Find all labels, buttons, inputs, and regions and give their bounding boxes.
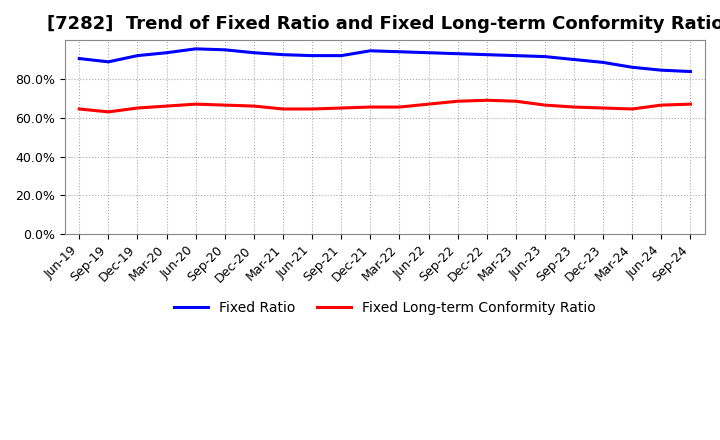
Fixed Ratio — [686, 69, 695, 74]
Fixed Ratio — [307, 53, 316, 58]
Fixed Long-term Conformity Ratio — [482, 98, 491, 103]
Fixed Long-term Conformity Ratio — [366, 104, 374, 110]
Fixed Long-term Conformity Ratio — [279, 106, 287, 112]
Fixed Long-term Conformity Ratio — [454, 99, 462, 104]
Fixed Ratio — [599, 60, 608, 65]
Fixed Ratio — [279, 52, 287, 57]
Legend: Fixed Ratio, Fixed Long-term Conformity Ratio: Fixed Ratio, Fixed Long-term Conformity … — [168, 295, 602, 320]
Fixed Ratio — [250, 50, 258, 55]
Fixed Long-term Conformity Ratio — [424, 102, 433, 107]
Fixed Ratio — [104, 59, 113, 65]
Line: Fixed Ratio: Fixed Ratio — [79, 49, 690, 72]
Fixed Long-term Conformity Ratio — [75, 106, 84, 112]
Fixed Ratio — [133, 53, 142, 58]
Fixed Long-term Conformity Ratio — [511, 99, 520, 104]
Fixed Ratio — [337, 53, 346, 58]
Fixed Ratio — [511, 53, 520, 58]
Fixed Long-term Conformity Ratio — [541, 103, 549, 108]
Fixed Ratio — [482, 52, 491, 57]
Fixed Ratio — [657, 68, 666, 73]
Fixed Ratio — [570, 57, 578, 62]
Fixed Ratio — [220, 47, 229, 52]
Fixed Long-term Conformity Ratio — [570, 104, 578, 110]
Fixed Long-term Conformity Ratio — [220, 103, 229, 108]
Fixed Long-term Conformity Ratio — [337, 105, 346, 110]
Fixed Long-term Conformity Ratio — [686, 102, 695, 107]
Fixed Long-term Conformity Ratio — [628, 106, 636, 112]
Title: [7282]  Trend of Fixed Ratio and Fixed Long-term Conformity Ratio: [7282] Trend of Fixed Ratio and Fixed Lo… — [47, 15, 720, 33]
Fixed Long-term Conformity Ratio — [162, 103, 171, 109]
Fixed Ratio — [395, 49, 404, 55]
Fixed Ratio — [75, 56, 84, 61]
Fixed Ratio — [628, 65, 636, 70]
Fixed Ratio — [454, 51, 462, 56]
Fixed Long-term Conformity Ratio — [133, 105, 142, 110]
Fixed Long-term Conformity Ratio — [657, 103, 666, 108]
Line: Fixed Long-term Conformity Ratio: Fixed Long-term Conformity Ratio — [79, 100, 690, 112]
Fixed Long-term Conformity Ratio — [250, 103, 258, 109]
Fixed Long-term Conformity Ratio — [395, 104, 404, 110]
Fixed Long-term Conformity Ratio — [104, 109, 113, 114]
Fixed Ratio — [192, 46, 200, 51]
Fixed Ratio — [366, 48, 374, 53]
Fixed Ratio — [162, 50, 171, 55]
Fixed Long-term Conformity Ratio — [599, 105, 608, 110]
Fixed Long-term Conformity Ratio — [307, 106, 316, 112]
Fixed Long-term Conformity Ratio — [192, 102, 200, 107]
Fixed Ratio — [541, 54, 549, 59]
Fixed Ratio — [424, 50, 433, 55]
